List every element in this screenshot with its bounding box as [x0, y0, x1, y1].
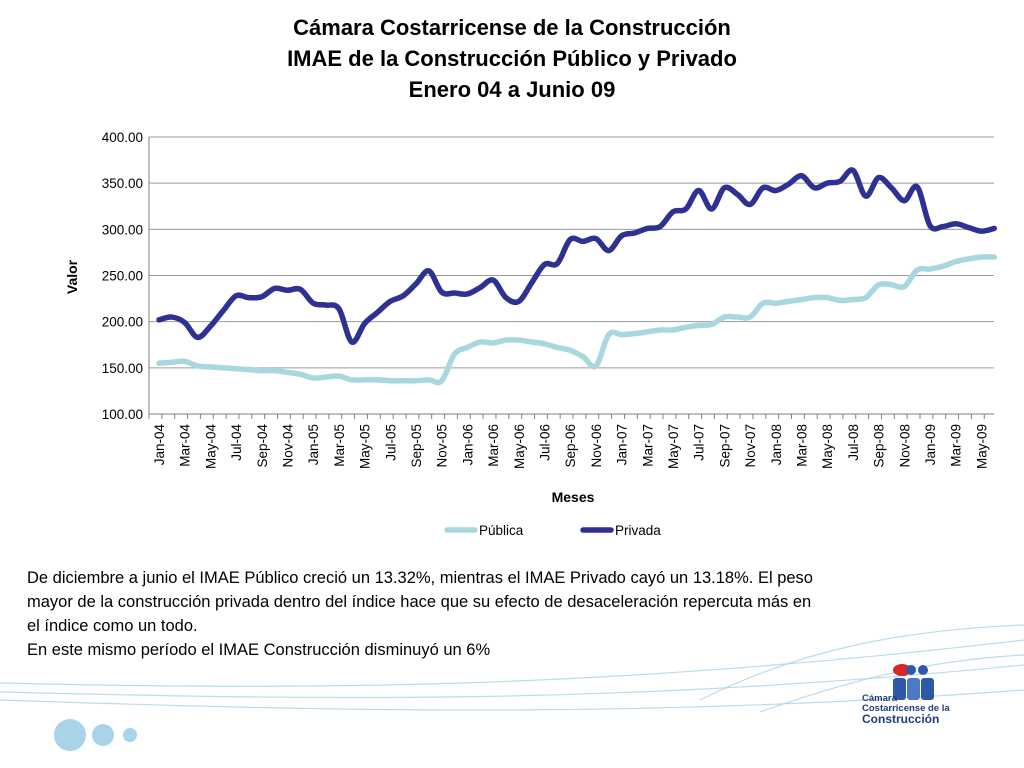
series-line-privada	[156, 167, 997, 345]
x-tick-label: Jan-05	[306, 424, 321, 465]
y-tick-label: 100.00	[102, 407, 143, 422]
chart-legend: Pública Privada	[444, 523, 661, 538]
x-tick-label: May-07	[666, 424, 681, 469]
x-axis-ticks: Jan-04 Mar-04 May-04 Jul-04 Sep-04 Nov-04 Jan-…	[148, 414, 989, 470]
decor-swoosh-3	[0, 689, 1024, 711]
x-tick-label: Nov-07	[743, 424, 758, 468]
series-line-publica	[156, 254, 997, 386]
logo-line-3: Construcción	[862, 712, 940, 726]
y-tick-label: 400.00	[102, 130, 143, 145]
x-tick-label: Nov-08	[897, 424, 912, 468]
decor-swoosh-5	[759, 654, 1024, 713]
decor-circle-large	[54, 719, 86, 751]
y-axis-label: Valor	[64, 259, 80, 294]
y-axis-ticks: 100.00 150.00 200.00 250.00 300.00 350.00 400.…	[102, 130, 143, 422]
x-tick-label: Sep-04	[255, 424, 270, 468]
title-line-1: Cámara Costarricense de la Construcción	[293, 15, 731, 40]
logo-line-2: Costarricense de la	[862, 703, 950, 714]
summary-paragraph-1: De diciembre a junio el IMAE Público cre…	[27, 569, 813, 635]
x-tick-label: May-06	[512, 424, 527, 469]
x-tick-label: Nov-04	[281, 424, 296, 468]
decor-swoosh-1	[0, 639, 1024, 687]
x-tick-label: Mar-06	[486, 424, 501, 467]
legend-label-publica: Pública	[479, 523, 524, 538]
chart-title: Cámara Costarricense de la Construcción …	[0, 12, 1024, 105]
x-tick-label: Mar-04	[178, 424, 193, 467]
x-tick-label: Jul-04	[229, 424, 244, 461]
summary-paragraph-2: En este mismo período el IMAE Construcci…	[27, 641, 491, 659]
y-tick-label: 350.00	[102, 176, 143, 191]
x-tick-label: Mar-09	[949, 424, 964, 467]
y-tick-label: 250.00	[102, 269, 143, 284]
x-tick-label: Jan-09	[923, 424, 938, 465]
x-tick-label: Mar-07	[640, 424, 655, 467]
y-tick-label: 150.00	[102, 361, 143, 376]
y-tick-label: 300.00	[102, 222, 143, 237]
x-tick-label: Sep-05	[409, 424, 424, 468]
x-tick-label: Jul-05	[383, 424, 398, 461]
title-line-3: Enero 04 a Junio 09	[408, 77, 616, 102]
x-tick-label: May-08	[820, 424, 835, 469]
x-tick-label: Jul-06	[538, 424, 553, 461]
summary-text: De diciembre a junio el IMAE Público cre…	[27, 566, 817, 662]
decor-circle-medium	[92, 724, 114, 746]
decorative-swooshes	[0, 624, 1024, 713]
chart-grid	[148, 136, 994, 415]
logo-icon	[893, 664, 934, 700]
x-tick-label: Jan-06	[460, 424, 475, 465]
x-tick-label: Jan-04	[152, 424, 167, 466]
y-tick-label: 200.00	[102, 315, 143, 330]
x-tick-label: Mar-05	[332, 424, 347, 467]
decor-swoosh-2	[0, 664, 1024, 699]
x-axis-label: Meses	[552, 489, 595, 505]
x-tick-label: Jul-08	[846, 424, 861, 461]
x-tick-label: Jan-08	[769, 424, 784, 465]
logo-line-1: Cámara	[862, 693, 897, 704]
x-tick-label: Sep-06	[563, 424, 578, 468]
x-tick-label: Nov-05	[435, 424, 450, 468]
x-tick-label: Jul-07	[692, 424, 707, 461]
x-tick-label: May-05	[358, 424, 373, 469]
x-tick-label: Sep-08	[872, 424, 887, 468]
x-tick-label: Mar-08	[795, 424, 810, 467]
decor-swoosh-4	[699, 624, 1024, 701]
legend-label-privada: Privada	[615, 523, 661, 538]
x-tick-label: May-04	[203, 424, 218, 470]
x-tick-label: Jan-07	[615, 424, 630, 465]
title-line-2: IMAE de la Construcción Público y Privad…	[287, 46, 737, 71]
chart-series	[156, 167, 997, 386]
logo-text: Cámara Costarricense de la Construcción	[862, 693, 950, 726]
x-tick-label: Sep-07	[717, 424, 732, 468]
decor-circle-small	[123, 728, 137, 742]
x-tick-label: Nov-06	[589, 424, 604, 468]
x-tick-label: May-09	[974, 424, 989, 469]
